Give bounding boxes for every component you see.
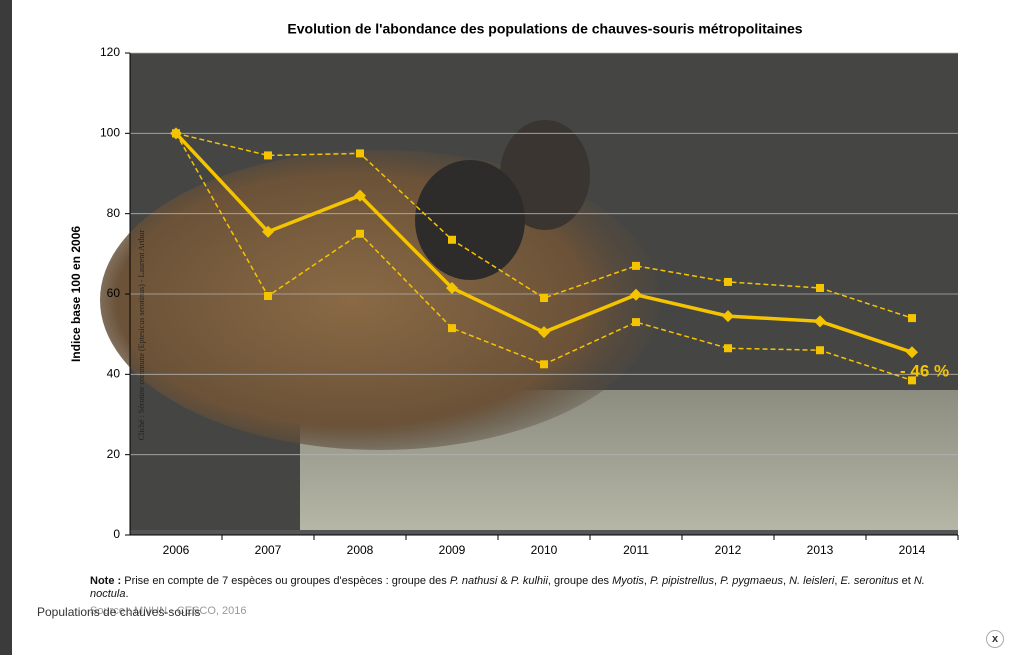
x-tick-label: 2010 (531, 543, 558, 557)
marker (448, 236, 456, 244)
marker (816, 346, 824, 354)
marker (632, 262, 640, 270)
photo-credit: Cliché : Sérotine commune (Eptesicus ser… (137, 229, 146, 440)
y-axis-label: Indice base 100 en 2006 (69, 226, 83, 362)
annotation: - 46 % (900, 362, 949, 381)
note-text: P. pipistrellus (650, 575, 714, 587)
x-tick-label: 2012 (715, 543, 742, 557)
marker (816, 284, 824, 292)
note-text: , groupe des (548, 575, 612, 587)
y-tick-label: 80 (107, 206, 121, 220)
x-tick-label: 2007 (255, 543, 282, 557)
note-text: . (125, 588, 128, 600)
y-tick-label: 60 (107, 286, 121, 300)
x-tick-label: 2011 (623, 543, 649, 557)
note-text: P. kulhii (511, 575, 548, 587)
marker (724, 278, 732, 286)
x-tick-label: 2008 (347, 543, 374, 557)
page: Evolution de l'abondance des populations… (0, 0, 1012, 655)
note-text: P. pygmaeus (720, 575, 783, 587)
y-tick-label: 120 (100, 45, 120, 59)
y-tick-label: 0 (113, 527, 120, 541)
caption: Populations de chauves-souris (37, 605, 200, 619)
photo-edge (130, 530, 958, 535)
note-text: Prise en compte de 7 espèces ou groupes … (124, 575, 450, 587)
marker (540, 294, 548, 302)
marker (264, 292, 272, 300)
note: Note : Prise en compte de 7 espèces ou g… (90, 575, 960, 601)
chart: Evolution de l'abondance des populations… (0, 0, 1012, 655)
marker (908, 314, 916, 322)
note-text: et (899, 575, 914, 587)
marker (540, 360, 548, 368)
note-text: Myotis (612, 575, 644, 587)
note-text: & (497, 575, 510, 587)
x-tick-label: 2009 (439, 543, 466, 557)
marker (724, 344, 732, 352)
note-text: E. seronitus (840, 575, 898, 587)
note-text: N. leisleri (789, 575, 834, 587)
marker (448, 324, 456, 332)
x-tick-label: 2006 (163, 543, 190, 557)
marker (632, 318, 640, 326)
marker (264, 151, 272, 159)
note-label: Note : (90, 575, 121, 587)
x-tick-label: 2014 (899, 543, 926, 557)
x-tick-label: 2013 (807, 543, 834, 557)
close-button[interactable]: x (986, 630, 1004, 648)
chart-title: Evolution de l'abondance des populations… (287, 21, 802, 37)
y-tick-label: 20 (107, 447, 121, 461)
marker (356, 230, 364, 238)
y-tick-label: 40 (107, 367, 121, 381)
note-text: P. nathusi (450, 575, 498, 587)
y-tick-label: 100 (100, 126, 120, 140)
marker (356, 149, 364, 157)
